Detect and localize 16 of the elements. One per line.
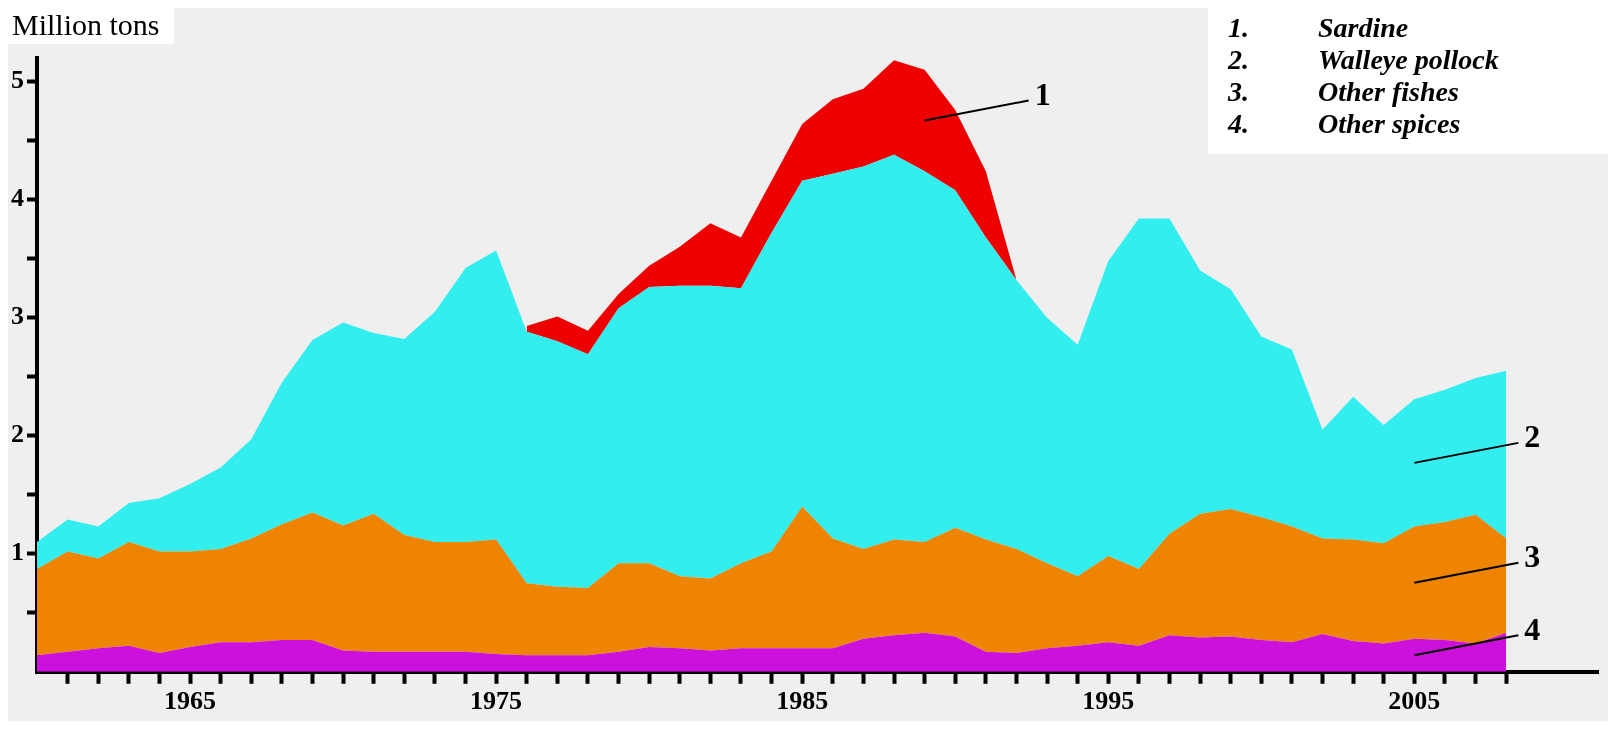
- x-tick-label: 1965: [164, 686, 217, 716]
- annotation: 3: [1524, 537, 1541, 574]
- x-tick-label: 2005: [1388, 686, 1441, 716]
- x-tick-label: 1985: [776, 686, 829, 716]
- x-tick-label: 1995: [1082, 686, 1135, 716]
- annotation: 2: [1524, 418, 1541, 455]
- y-tick-label: 4: [11, 183, 24, 213]
- annotation: 1: [1034, 75, 1051, 112]
- annotation: 4: [1524, 610, 1541, 647]
- y-tick-label: 1: [11, 537, 24, 567]
- y-tick-label: 2: [11, 419, 24, 449]
- y-axis-title: Million tons: [8, 8, 174, 44]
- y-tick-label: 3: [11, 301, 24, 331]
- legend-box: 1. Sardine 2. Walleye pollock 3. Other fishes 4. Other spices: [1208, 8, 1608, 154]
- x-tick-label: 1975: [470, 686, 523, 716]
- y-tick-label: 5: [11, 65, 24, 95]
